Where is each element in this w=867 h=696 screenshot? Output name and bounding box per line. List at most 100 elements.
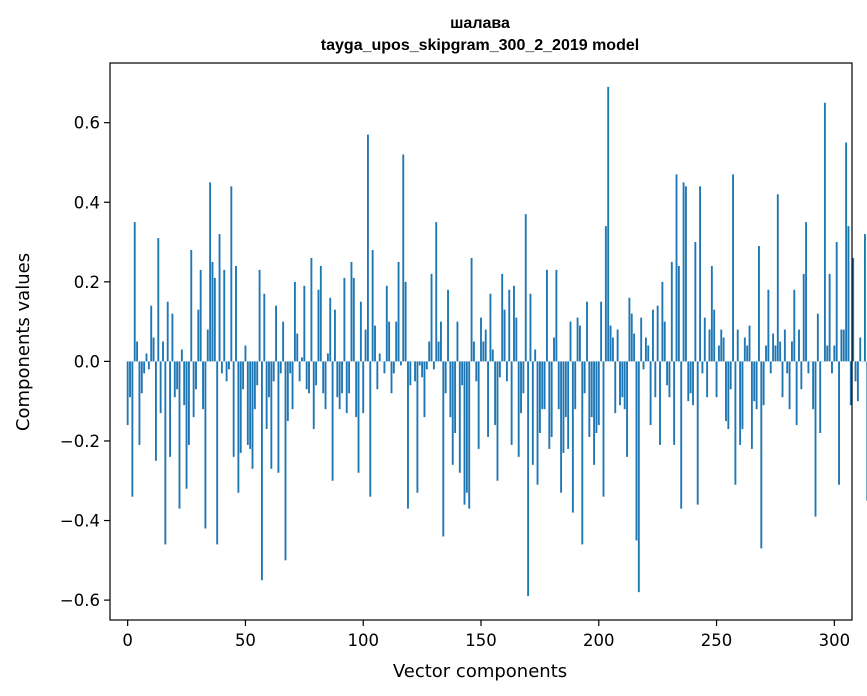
bar-95 (350, 261, 353, 362)
bar-13 (157, 238, 160, 362)
bar-287 (802, 273, 805, 362)
bar-183 (557, 361, 560, 410)
bar-35 (209, 182, 212, 362)
bar-series (126, 86, 867, 597)
bar-266 (753, 361, 756, 402)
bar-292 (814, 361, 817, 517)
bar-23 (180, 349, 183, 362)
bar-155 (491, 349, 494, 362)
chart-subtitle: tayga_upos_skipgram_300_2_2019 model (321, 37, 639, 54)
bar-109 (383, 361, 386, 374)
bar-143 (463, 361, 466, 505)
bar-281 (788, 361, 791, 410)
bar-193 (581, 361, 584, 545)
bar-8 (145, 353, 148, 362)
bar-20 (173, 361, 176, 398)
bar-216 (635, 361, 638, 541)
bar-191 (576, 317, 579, 362)
bar-10 (150, 305, 153, 362)
bar-2 (131, 361, 134, 497)
bar-298 (828, 273, 831, 362)
bar-237 (684, 186, 687, 362)
bar-156 (494, 361, 497, 426)
bar-196 (588, 361, 591, 437)
bar-243 (699, 186, 701, 362)
bar-128 (428, 341, 431, 362)
bar-207 (614, 361, 617, 414)
bar-58 (263, 293, 266, 362)
bar-74 (301, 357, 303, 362)
bar-283 (793, 289, 796, 362)
bar-251 (717, 345, 720, 362)
bar-78 (310, 257, 313, 362)
bar-50 (244, 345, 247, 362)
bar-157 (496, 361, 499, 481)
bar-241 (694, 242, 697, 362)
bar-113 (392, 361, 395, 374)
bar-169 (524, 214, 527, 362)
bar-285 (798, 329, 800, 362)
y-axis-ticks: −0.6 −0.4 −0.2 0.0 0.2 0.4 0.6 (60, 114, 110, 610)
bar-138 (451, 361, 454, 465)
bar-224 (654, 361, 657, 398)
bar-291 (812, 361, 815, 410)
bar-77 (308, 361, 310, 394)
bar-144 (465, 361, 468, 493)
bar-299 (831, 361, 833, 374)
bar-309 (854, 361, 857, 382)
bar-17 (166, 301, 169, 362)
bar-179 (548, 361, 551, 449)
bar-46 (235, 265, 237, 362)
bar-232 (673, 361, 676, 445)
bar-186 (564, 361, 567, 418)
bar-252 (720, 329, 723, 362)
bar-54 (253, 361, 256, 410)
bar-118 (404, 281, 407, 362)
bar-223 (652, 309, 654, 362)
bar-300 (833, 345, 836, 362)
bar-79 (312, 361, 315, 430)
bar-49 (242, 361, 245, 390)
y-tick-label: 0.6 (74, 114, 100, 133)
bar-31 (199, 269, 202, 362)
bar-112 (390, 361, 393, 394)
bar-159 (501, 273, 504, 362)
bar-69 (289, 361, 292, 374)
y-tick-label: 0.0 (74, 352, 100, 371)
bar-146 (470, 257, 473, 362)
bar-296 (823, 102, 826, 362)
bar-215 (633, 333, 636, 362)
bar-230 (668, 361, 671, 398)
bar-111 (388, 321, 391, 362)
bar-51 (246, 361, 249, 445)
bar-271 (765, 345, 767, 362)
bar-101 (364, 329, 367, 362)
bar-41 (223, 269, 226, 362)
bar-195 (586, 301, 588, 362)
bar-289 (807, 361, 810, 374)
bar-59 (265, 361, 268, 430)
bar-210 (621, 361, 624, 398)
bar-234 (677, 265, 680, 362)
bar-301 (835, 242, 838, 362)
bar-262 (743, 337, 746, 362)
bar-190 (574, 361, 577, 410)
bar-238 (687, 361, 690, 402)
bar-139 (454, 361, 457, 433)
bar-275 (774, 345, 777, 362)
bar-103 (369, 361, 372, 497)
bar-248 (710, 265, 713, 362)
bar-99 (359, 301, 362, 362)
bar-0 (126, 361, 129, 426)
bar-61 (270, 361, 273, 469)
bar-227 (661, 281, 664, 362)
bar-168 (522, 361, 525, 394)
bar-221 (647, 345, 650, 362)
bar-242 (696, 361, 699, 505)
bar-55 (256, 361, 259, 386)
bar-166 (517, 361, 520, 457)
y-axis-label: Components values (13, 253, 34, 431)
bar-306 (847, 226, 850, 362)
bar-70 (291, 361, 294, 410)
